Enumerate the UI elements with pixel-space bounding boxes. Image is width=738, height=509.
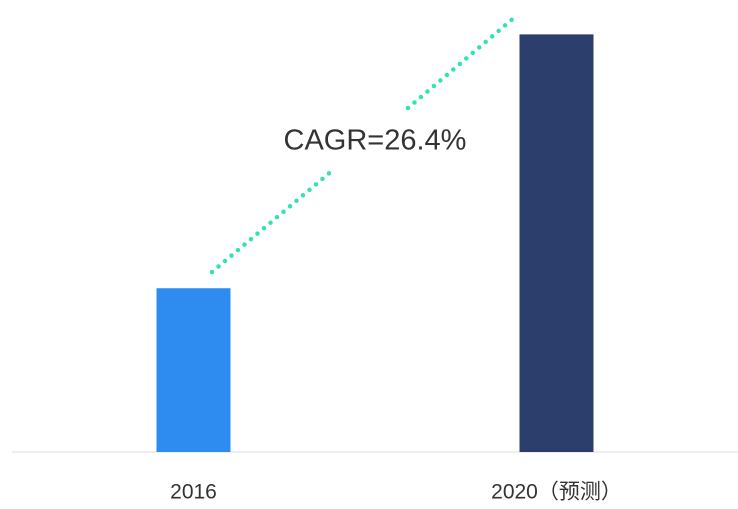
trend-line: [405, 14, 518, 111]
bar: [156, 288, 231, 452]
trend-line: [209, 167, 336, 275]
x-tick-label: 2020（预测）: [491, 481, 622, 504]
bar: [519, 34, 594, 453]
cagr-annotation: CAGR=26.4%: [284, 125, 467, 157]
x-tick-label: 2016: [170, 481, 217, 504]
